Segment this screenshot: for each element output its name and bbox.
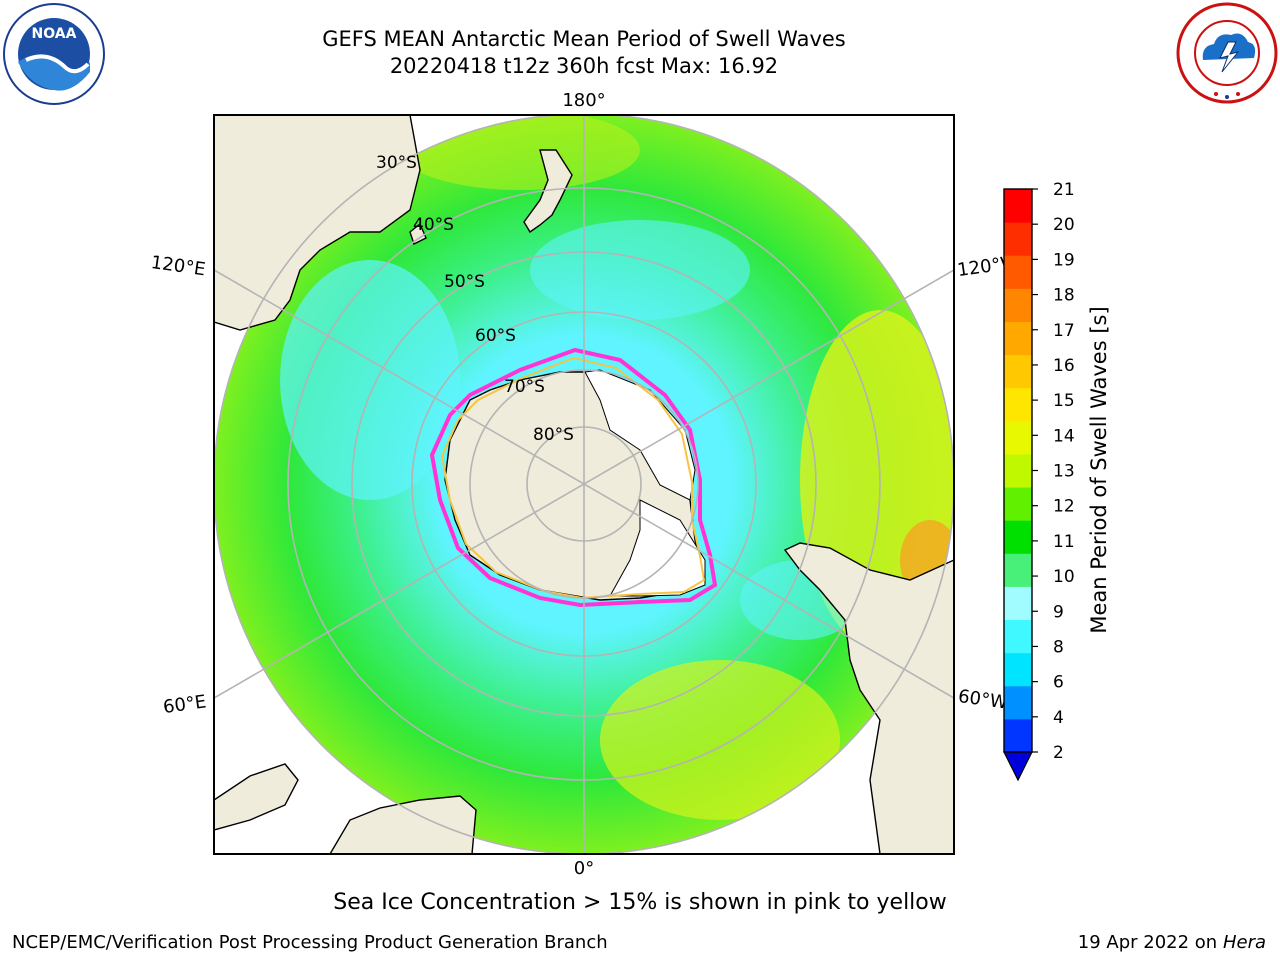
- colorbar-segment: [1004, 619, 1032, 654]
- colorbar-segment: [1004, 354, 1032, 389]
- colorbar-segment: [1004, 487, 1032, 521]
- colorbar-tick-label: 11: [1053, 532, 1075, 552]
- colorbar-tick-label: 18: [1053, 286, 1075, 306]
- colorbar-segment: [1004, 387, 1032, 422]
- colorbar-segment: [1004, 222, 1032, 256]
- credit-date: 19 Apr 2022 on Hera: [1078, 932, 1266, 953]
- colorbar-tick-label: 13: [1053, 462, 1075, 482]
- colorbar-tick-label: 6: [1053, 673, 1064, 693]
- colorbar-segment: [1004, 553, 1032, 587]
- credit-date-text: 19 Apr 2022 on: [1077, 932, 1218, 953]
- colorbar-segment: [1004, 420, 1032, 455]
- colorbar-tick-label: 4: [1053, 708, 1064, 728]
- nws-logo: [1176, 2, 1278, 104]
- colorbar-segment: [1004, 189, 1032, 223]
- graticule: [214, 115, 954, 854]
- credit-producer: NCEP/EMC/Verification Post Processing Pr…: [12, 932, 608, 953]
- colorbar-tick-label: 12: [1053, 497, 1075, 517]
- colorbar-segment: [1004, 586, 1032, 621]
- lon-label-bottom: 0°: [574, 858, 594, 879]
- lat-label-50s: 50°S: [444, 272, 485, 292]
- colorbar-segment: [1004, 685, 1032, 720]
- colorbar-segment: [1004, 288, 1032, 322]
- lat-label-30s: 30°S: [376, 153, 417, 173]
- colorbar-segment: [1004, 453, 1032, 488]
- new-zealand-land: [523, 149, 573, 234]
- africa-land: [329, 795, 477, 854]
- colorbar-tick-label: 2: [1053, 743, 1064, 763]
- colorbar-tick-label: 9: [1053, 602, 1064, 622]
- lat-label-40s: 40°S: [413, 215, 454, 235]
- colorbar-tick-label: 19: [1053, 250, 1075, 270]
- colorbar-ticks: 2 4 6 8 9 10 11 12 13 14 15 16 17 18 19 20 21: [1032, 180, 1075, 763]
- colorbar-segments: [1004, 189, 1032, 753]
- colorbar-tick-label: 16: [1053, 356, 1075, 376]
- lat-label-80s: 80°S: [533, 425, 574, 445]
- lat-label-70s: 70°S: [504, 377, 545, 397]
- colorbar-tick-label: 14: [1053, 426, 1075, 446]
- australia-land: [214, 115, 421, 331]
- colorbar-segment: [1004, 718, 1032, 753]
- sea-ice-edge: [429, 347, 718, 608]
- credit-host: Hera: [1222, 932, 1266, 953]
- lat-label-60s: 60°S: [475, 326, 516, 346]
- colorbar-tick-label: 15: [1053, 391, 1075, 411]
- chart-title: GEFS MEAN Antarctic Mean Period of Swell…: [322, 27, 846, 51]
- south-america-land: [783, 542, 954, 854]
- sea-ice-footnote: Sea Ice Concentration > 15% is shown in …: [333, 890, 947, 915]
- colorbar-tick-label: 21: [1053, 180, 1075, 200]
- colorbar-segment: [1004, 255, 1032, 289]
- noaa-logo-text: NOAA: [32, 26, 77, 42]
- map-frame: [213, 114, 955, 855]
- colorbar-tick-label: 20: [1053, 215, 1075, 235]
- colorbar-under-triangle: [1003, 751, 1033, 782]
- colorbar-segment: [1004, 652, 1032, 687]
- colorbar-segment: [1004, 520, 1032, 554]
- lon-label-top: 180°: [562, 90, 605, 111]
- colorbar-label: Mean Period of Swell Waves [s]: [1087, 306, 1111, 633]
- colorbar-tick-label: 10: [1053, 567, 1075, 587]
- colorbar-tick-label: 8: [1053, 637, 1064, 657]
- colorbar-tick-label: 17: [1053, 321, 1075, 341]
- colorbar-segment: [1004, 321, 1032, 356]
- noaa-logo: NOAA: [3, 3, 105, 105]
- chart-subtitle: 20220418 t12z 360h fcst Max: 16.92: [389, 54, 779, 78]
